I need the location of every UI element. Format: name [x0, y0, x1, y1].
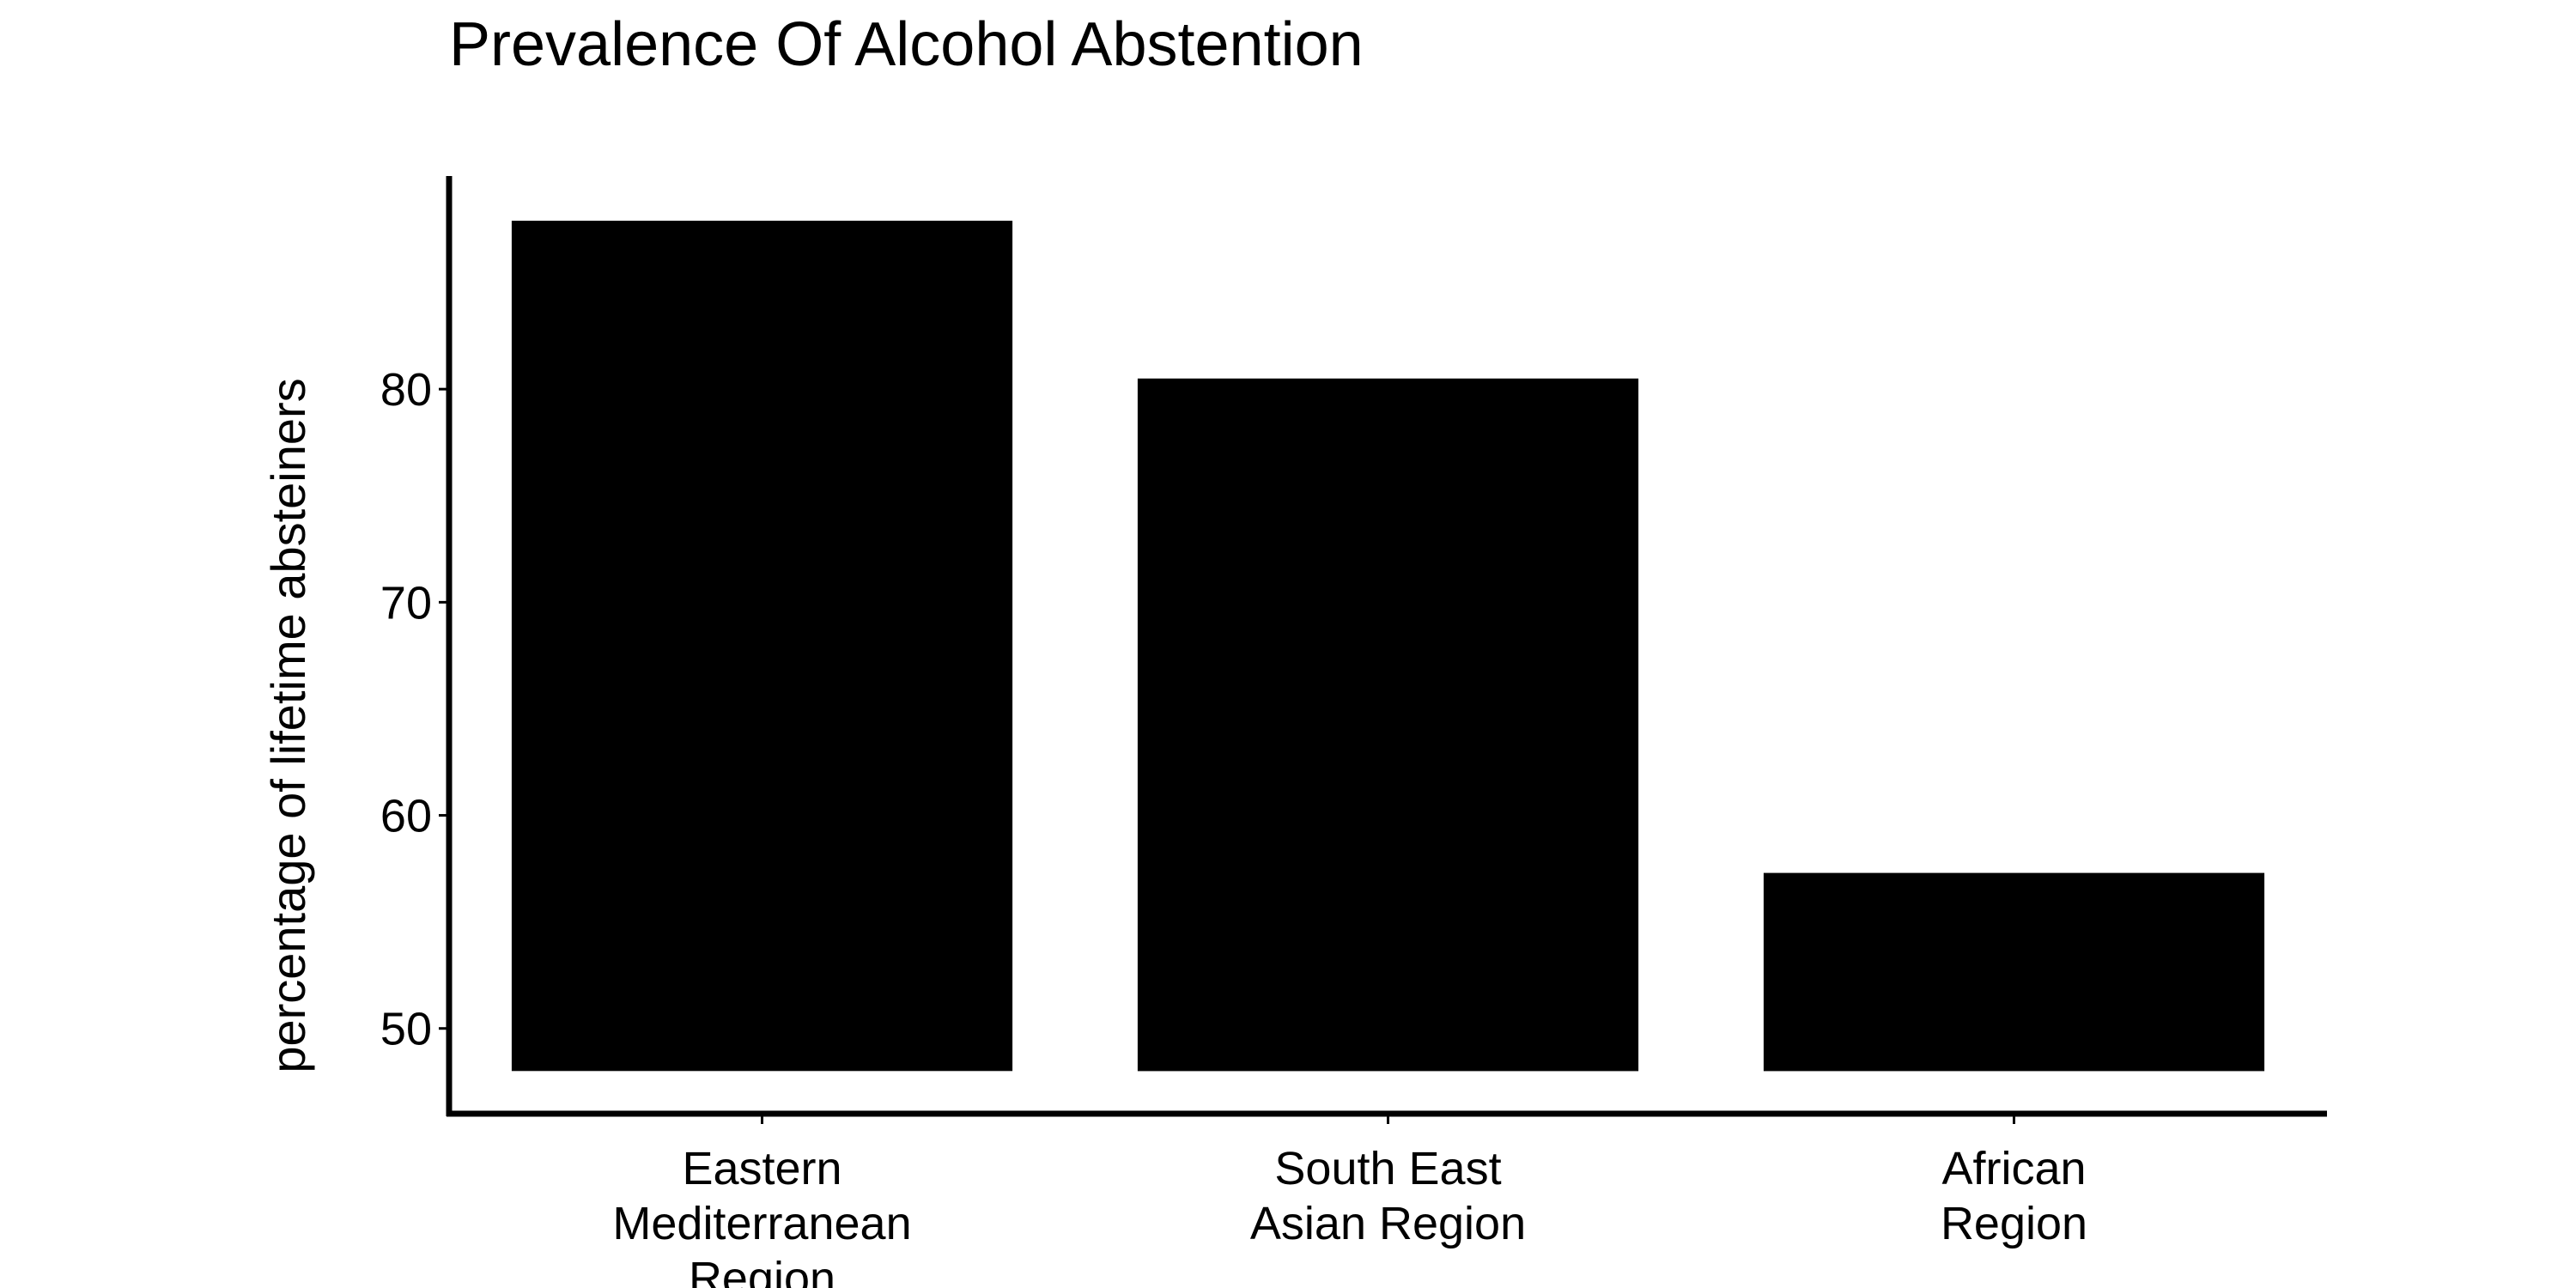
chart-title: Prevalence Of Alcohol Abstention [449, 10, 1364, 79]
bar-0 [511, 221, 1013, 1072]
y-ticks-group: 50 60 70 80 [380, 364, 449, 1055]
bar-1 [1137, 378, 1639, 1072]
x-ticks-group: Eastern Mediterranean Region South East Asia… [612, 1114, 2087, 1288]
bars-group [511, 221, 2265, 1072]
x-tick-label-0: Eastern Mediterranean Region [612, 1143, 911, 1288]
x-tick-label-1: South East Asian Region [1250, 1143, 1526, 1249]
y-tick-label-3: 80 [380, 364, 432, 416]
y-axis-label: percentage of lifetime absteiners [261, 378, 315, 1072]
y-tick-label-2: 70 [380, 577, 432, 629]
bar-2 [1763, 872, 2265, 1072]
y-tick-label-0: 50 [380, 1004, 432, 1055]
y-tick-label-1: 60 [380, 791, 432, 842]
x-tick-label-2: African Region [1941, 1143, 2087, 1249]
